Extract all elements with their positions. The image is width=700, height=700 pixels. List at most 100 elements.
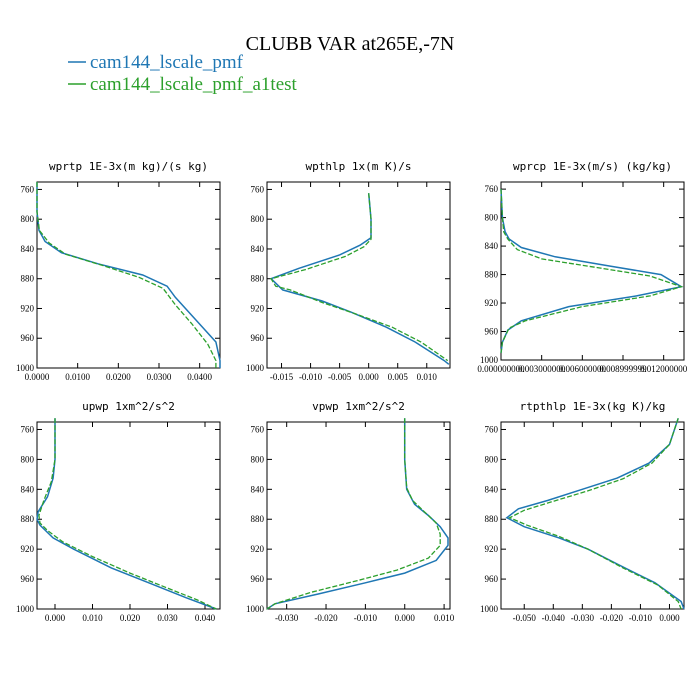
figure-title: CLUBB VAR at265E,-7N: [246, 33, 455, 55]
y-tick-label: 960: [21, 333, 35, 343]
y-tick-label: 880: [21, 514, 35, 524]
panel-3: wprcp 1E-3x(m/s) (kg/kg) 760 800 840 880 920 9…: [477, 160, 687, 374]
x-tick-label: 0.010: [82, 613, 103, 623]
x-tick-label: 0.005: [388, 372, 409, 382]
y-tick-label: 760: [485, 424, 499, 434]
x-tick-label: 0.000000000: [477, 364, 525, 374]
y-tick-label: 880: [251, 274, 265, 284]
plot-frame: [500, 181, 685, 361]
y-tick-label: 880: [21, 274, 35, 284]
panel-1: wprtp 1E-3x(m kg)/(s kg) 760 800 840 880 920 9…: [16, 160, 221, 382]
plot-frame: [36, 181, 221, 369]
y-tick-label: 1000: [16, 363, 35, 373]
x-tick-label: 0.008999999: [599, 364, 647, 374]
y-tick-label: 760: [251, 184, 265, 194]
legend: cam144_lscale_pmf cam144_lscale_pmf_a1te…: [68, 52, 298, 95]
y-tick-label: 920: [485, 298, 499, 308]
y-tick-label: 1000: [246, 363, 265, 373]
panel-4: upwp 1xm^2/s^2 760 800 840 880 920 960 1000 0.00…: [16, 400, 221, 623]
series-line-1: [36, 182, 221, 368]
y-tick-label: 840: [485, 484, 499, 494]
y-tick-label: 920: [485, 544, 499, 554]
series-line-2: [508, 418, 682, 610]
series-line-1: [500, 189, 684, 353]
panel-5: vpwp 1xm^2/s^2 760 800 840 880 920 960 1000 -0.0…: [246, 400, 455, 623]
y-tick-label: 920: [21, 544, 35, 554]
y-tick-label: 800: [21, 454, 35, 464]
x-tick-label: -0.020: [600, 613, 624, 623]
panel-title: wpthlp 1x(m K)/s: [306, 160, 412, 173]
x-tick-label: -0.020: [314, 613, 338, 623]
panels: wprtp 1E-3x(m kg)/(s kg) 760 800 840 880 920 9…: [16, 160, 688, 623]
x-tick-label: 0.030: [157, 613, 178, 623]
series-line-2: [38, 418, 217, 610]
series-line-2: [500, 189, 684, 353]
y-tick-label: 800: [485, 213, 499, 223]
series-line-1: [36, 418, 217, 610]
y-tick-label: 760: [251, 424, 265, 434]
plot-frame: [266, 181, 451, 369]
x-tick-label: -0.050: [513, 613, 537, 623]
panel-title: upwp 1xm^2/s^2: [82, 400, 175, 413]
y-tick-label: 1000: [480, 604, 499, 614]
plot-frame: [36, 421, 221, 610]
series-line-2: [270, 193, 449, 362]
x-tick-label: -0.030: [571, 613, 595, 623]
plot-frame: [266, 421, 451, 610]
series-line-1: [505, 418, 685, 610]
y-tick-label: 960: [485, 574, 499, 584]
x-tick-label: 0.000: [395, 613, 416, 623]
y-tick-label: 800: [21, 214, 35, 224]
y-tick-label: 760: [485, 184, 499, 194]
y-tick-label: 960: [251, 333, 265, 343]
x-tick-label: -0.030: [275, 613, 299, 623]
panel-2: wpthlp 1x(m K)/s 760 800 840 880 920 960 1000 -0…: [246, 160, 451, 382]
x-tick-label: 0.006000000: [559, 364, 607, 374]
x-tick-label: 0.040: [195, 613, 216, 623]
y-tick-label: 800: [251, 214, 265, 224]
y-tick-label: 960: [251, 574, 265, 584]
y-tick-label: 960: [485, 327, 499, 337]
panel-title: rtpthlp 1E-3x(kg K)/kg: [520, 400, 666, 413]
y-tick-label: 920: [251, 303, 265, 313]
x-tick-label: -0.040: [542, 613, 566, 623]
x-tick-label: 0.010: [434, 613, 455, 623]
x-tick-label: -0.015: [270, 372, 294, 382]
x-tick-label: -0.010: [629, 613, 653, 623]
y-tick-label: 1000: [246, 604, 265, 614]
panel-title: wprtp 1E-3x(m kg)/(s kg): [49, 160, 208, 173]
panel-title: vpwp 1xm^2/s^2: [312, 400, 405, 413]
y-tick-label: 840: [21, 244, 35, 254]
y-tick-label: 840: [251, 484, 265, 494]
x-tick-label: 0.000: [659, 613, 680, 623]
y-tick-label: 880: [251, 514, 265, 524]
y-tick-label: 840: [251, 244, 265, 254]
y-tick-label: 840: [21, 484, 35, 494]
y-tick-label: 1000: [480, 355, 499, 365]
y-tick-label: 880: [485, 270, 499, 280]
y-tick-label: 800: [251, 454, 265, 464]
series-line-2: [36, 182, 217, 368]
x-tick-label: 0.012000000: [640, 364, 688, 374]
x-tick-label: 0.0400: [187, 372, 212, 382]
series-line-2: [266, 418, 441, 610]
x-tick-label: 0.000: [45, 613, 66, 623]
plot-frame: [500, 421, 685, 610]
x-tick-label: 0.003000000: [518, 364, 566, 374]
y-tick-label: 800: [485, 454, 499, 464]
x-tick-label: 0.000: [359, 372, 380, 382]
x-tick-label: -0.005: [328, 372, 352, 382]
series-line-1: [269, 193, 450, 365]
y-tick-label: 1000: [16, 604, 35, 614]
x-tick-label: -0.010: [354, 613, 378, 623]
y-tick-label: 920: [21, 303, 35, 313]
y-tick-label: 760: [21, 424, 35, 434]
x-tick-label: 0.0000: [25, 372, 50, 382]
x-tick-label: 0.0300: [147, 372, 172, 382]
y-tick-label: 880: [485, 514, 499, 524]
y-tick-label: 960: [21, 574, 35, 584]
y-tick-label: 840: [485, 241, 499, 251]
panel-6: rtpthlp 1E-3x(kg K)/kg 760 800 840 880 920 960…: [480, 400, 685, 623]
y-tick-label: 920: [251, 544, 265, 554]
